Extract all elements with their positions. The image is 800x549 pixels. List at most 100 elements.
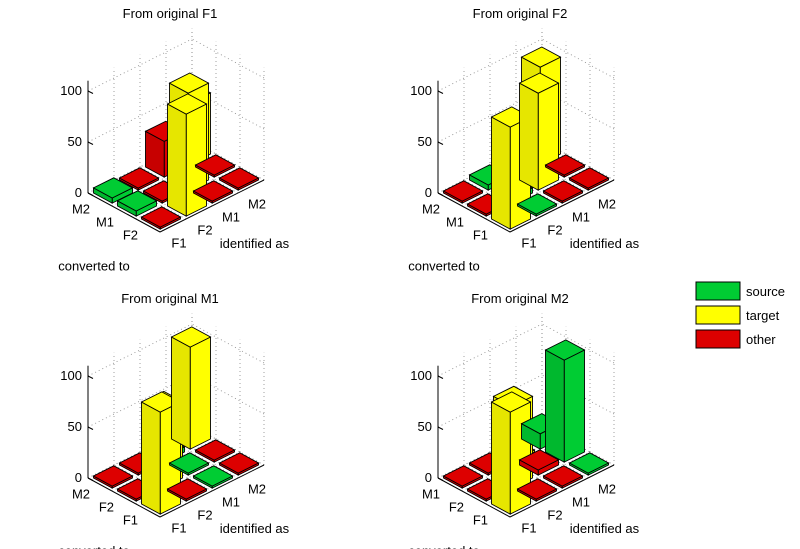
y-tick-label: F2 bbox=[123, 228, 138, 243]
panel-3: 0 50 100 F1 F2 M1 M2 F1 F2 M2 identified as convert… bbox=[58, 291, 289, 549]
x-tick-label: F2 bbox=[197, 508, 212, 523]
bar-face-top bbox=[568, 167, 610, 189]
y-tick-label: M1 bbox=[96, 215, 114, 230]
bar-other bbox=[442, 180, 484, 204]
z-tick-label: 0 bbox=[425, 185, 432, 200]
bar-face-top bbox=[442, 465, 484, 487]
z-tick-label: 50 bbox=[418, 134, 432, 149]
x-tick-label: M1 bbox=[572, 495, 590, 510]
axes: 0 50 100 bbox=[410, 80, 615, 233]
bar-other bbox=[218, 167, 260, 191]
bar-face-top bbox=[192, 465, 234, 487]
y-tick-label: F1 bbox=[473, 228, 488, 243]
bar-source bbox=[192, 465, 234, 489]
bar-other bbox=[166, 478, 208, 502]
y-tick-label: M2 bbox=[72, 202, 90, 217]
bar-face-front bbox=[185, 103, 207, 217]
bar-other bbox=[542, 180, 584, 204]
bar-source bbox=[544, 339, 586, 463]
bar-other bbox=[542, 465, 584, 489]
bar-face-front bbox=[563, 349, 585, 463]
z-tick-label: 50 bbox=[68, 419, 82, 434]
x-tick-label: F1 bbox=[521, 521, 536, 536]
chart-title: From original F1 bbox=[123, 6, 218, 21]
bar-face-top bbox=[442, 180, 484, 202]
y-tick-label: M1 bbox=[422, 487, 440, 502]
bar-face-side bbox=[491, 401, 511, 515]
bar-other bbox=[568, 167, 610, 191]
z-tick-label: 100 bbox=[60, 368, 82, 383]
bar-face-front bbox=[537, 82, 559, 191]
x-tick-label: M2 bbox=[248, 482, 266, 497]
y-tick-label: M2 bbox=[72, 487, 90, 502]
x-tick-label: M2 bbox=[598, 482, 616, 497]
x-axis-title: identified as bbox=[570, 236, 640, 251]
panel-4: 0 50 100 F1 F2 M1 M2 F1 F2 M1 identified as convert… bbox=[408, 291, 639, 549]
bar-face-top bbox=[92, 177, 134, 199]
bar-other bbox=[92, 465, 134, 489]
bar-face-top bbox=[520, 46, 562, 68]
bar-other bbox=[194, 439, 236, 463]
legend-label-source: source bbox=[746, 284, 785, 299]
x-tick-label: F1 bbox=[171, 236, 186, 251]
bar-target bbox=[490, 391, 532, 515]
bar-face-side bbox=[491, 116, 511, 230]
bar-other bbox=[140, 206, 182, 230]
bar-other bbox=[218, 452, 260, 476]
legend: source target other bbox=[695, 281, 785, 349]
y-axis-title: converted to bbox=[408, 544, 480, 549]
bar-face-top bbox=[490, 391, 532, 413]
y-axis-title: converted to bbox=[58, 259, 130, 274]
z-tick-label: 0 bbox=[75, 470, 82, 485]
bar-other bbox=[544, 154, 586, 178]
bar-face-side bbox=[545, 349, 565, 463]
y-tick-label: F2 bbox=[99, 500, 114, 515]
z-tick-label: 100 bbox=[60, 83, 82, 98]
bar-other bbox=[518, 449, 560, 476]
legend-box-other bbox=[695, 329, 741, 349]
bar-source bbox=[516, 193, 558, 217]
bar-face-top bbox=[542, 180, 584, 202]
bar-face-top bbox=[516, 478, 558, 500]
bar-face-top bbox=[218, 167, 260, 189]
bar-target bbox=[170, 326, 212, 450]
x-tick-label: M2 bbox=[248, 197, 266, 212]
x-axis-title: identified as bbox=[220, 236, 290, 251]
bar-face-top bbox=[516, 193, 558, 215]
axes: 0 50 100 bbox=[60, 80, 265, 233]
bar-other bbox=[442, 465, 484, 489]
bars bbox=[92, 72, 260, 230]
bar-face-top bbox=[92, 465, 134, 487]
bar-source bbox=[168, 452, 210, 476]
axes: 0 50 100 bbox=[60, 365, 265, 518]
bar-source bbox=[568, 452, 610, 476]
bar-face-front bbox=[189, 336, 211, 450]
bar-other bbox=[192, 180, 234, 204]
x-tick-label: F1 bbox=[521, 236, 536, 251]
bars bbox=[442, 339, 610, 515]
legend-label-target: target bbox=[746, 308, 780, 323]
bar-face-top bbox=[542, 465, 584, 487]
bar-face-top bbox=[168, 452, 210, 474]
z-tick-label: 100 bbox=[410, 368, 432, 383]
bar-other bbox=[516, 478, 558, 502]
x-tick-label: F1 bbox=[171, 521, 186, 536]
y-tick-label: F1 bbox=[123, 513, 138, 528]
panel-1: 0 50 100 F1 F2 M1 M2 F2 M1 M2 identified as convert… bbox=[58, 6, 289, 274]
y-tick-label: F1 bbox=[473, 513, 488, 528]
bar-face-top bbox=[194, 154, 236, 176]
bar-face-top bbox=[140, 206, 182, 228]
bar-face-top bbox=[118, 167, 160, 189]
bar-other bbox=[118, 167, 160, 191]
bar-face-top bbox=[568, 452, 610, 474]
chart-title: From original F2 bbox=[473, 6, 568, 21]
x-tick-label: F2 bbox=[547, 223, 562, 238]
bar-face-top bbox=[518, 72, 560, 94]
chart-title: From original M1 bbox=[121, 291, 219, 306]
x-tick-label: M1 bbox=[222, 495, 240, 510]
legend-label-other: other bbox=[746, 332, 776, 347]
x-axis-title: identified as bbox=[570, 521, 640, 536]
x-tick-label: F2 bbox=[547, 508, 562, 523]
x-axis-title: identified as bbox=[220, 521, 290, 536]
z-tick-label: 50 bbox=[68, 134, 82, 149]
